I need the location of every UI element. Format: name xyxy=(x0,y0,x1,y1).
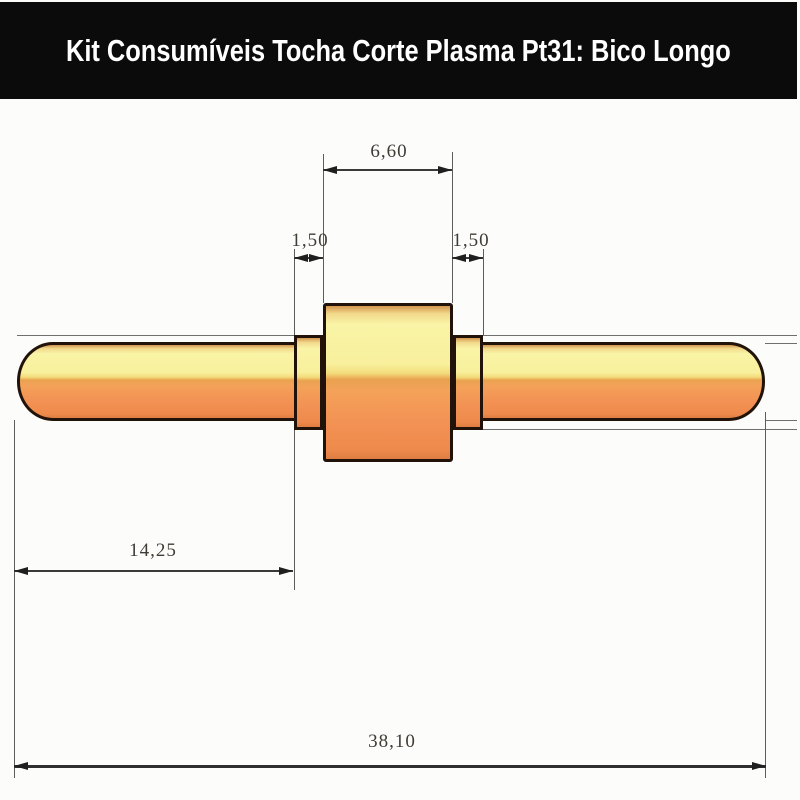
electrode-left-step xyxy=(294,335,323,430)
extension-line-right-step-outer xyxy=(483,249,484,335)
extension-line-left-end xyxy=(14,420,15,778)
dimension-line-left-shaft xyxy=(14,570,293,572)
arrowhead-left-icon xyxy=(14,567,28,575)
dimension-label-left-shaft: 14,25 xyxy=(129,540,177,561)
title-banner: Kit Consumíveis Tocha Corte Plasma Pt31:… xyxy=(0,2,797,99)
electrode-center-hub xyxy=(323,303,453,462)
extension-line-hub-right xyxy=(452,152,453,303)
arrowhead-left-icon xyxy=(294,254,308,262)
projection-line-step-top-right xyxy=(483,335,797,336)
electrode-right-step xyxy=(453,335,483,430)
projection-line-rod-bottom-right xyxy=(765,420,797,421)
arrowhead-left-icon xyxy=(14,762,28,770)
dimension-label-hub-width: 6,60 xyxy=(370,141,408,162)
extension-line-left-step-lower xyxy=(294,430,295,590)
dimension-line-right-step xyxy=(452,257,483,259)
extension-line-hub-left xyxy=(323,154,324,303)
dimension-label-overall-length: 38,10 xyxy=(368,731,416,752)
dimension-label-left-step: 1,50 xyxy=(291,230,329,251)
projection-line-step-top-left xyxy=(17,335,294,336)
projection-line-rod-top-right xyxy=(765,343,797,344)
arrowhead-right-icon xyxy=(752,762,766,770)
dimension-line-hub-width xyxy=(323,169,452,171)
projection-line-step-bottom-right xyxy=(483,429,797,430)
dimension-line-overall-length xyxy=(14,765,766,768)
arrowhead-right-icon xyxy=(469,254,483,262)
arrowhead-left-icon xyxy=(452,254,466,262)
dimension-line-left-step xyxy=(294,257,323,259)
arrowhead-left-icon xyxy=(323,166,337,174)
extension-line-right-end xyxy=(765,412,766,778)
dimension-label-right-step: 1,50 xyxy=(452,230,490,251)
arrowhead-right-icon xyxy=(279,567,293,575)
arrowhead-right-icon xyxy=(309,254,323,262)
page-title: Kit Consumíveis Tocha Corte Plasma Pt31:… xyxy=(66,32,731,68)
extension-line-left-step-outer xyxy=(294,249,295,335)
arrowhead-right-icon xyxy=(438,166,452,174)
